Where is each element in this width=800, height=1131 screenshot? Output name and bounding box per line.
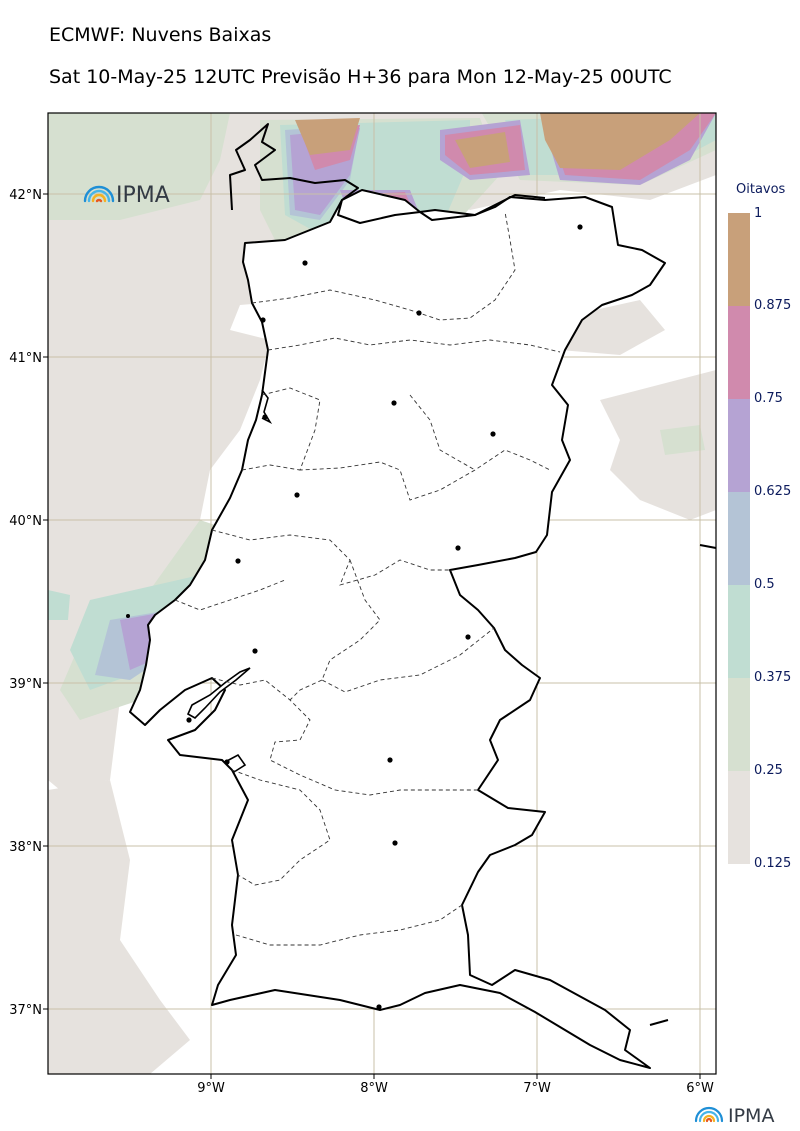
colorbar-label-075: 0.75 bbox=[754, 391, 783, 406]
colorbar-swatch-5 bbox=[728, 585, 750, 678]
colorbar-label-0375: 0.375 bbox=[754, 670, 792, 685]
galicia-coast bbox=[229, 123, 546, 224]
colorbar-swatch-6 bbox=[728, 678, 750, 771]
colorbar-title: Oitavos bbox=[736, 182, 786, 197]
portugal-mainland bbox=[129, 189, 666, 1069]
lat-label-40: 40°N bbox=[9, 514, 42, 529]
ipma-footer-rainbow-icon bbox=[694, 1106, 724, 1123]
colorbar-label-05: 0.5 bbox=[754, 577, 775, 592]
lon-label-6w: 6°W bbox=[686, 1081, 714, 1096]
map-title: ECMWF: Nuvens Baixas bbox=[49, 24, 272, 46]
colorbar-label-1: 1 bbox=[754, 206, 763, 221]
colorbar-label-025: 0.25 bbox=[754, 763, 783, 778]
lon-label-7w: 7°W bbox=[523, 1081, 551, 1096]
colorbar-swatch-1 bbox=[728, 213, 750, 306]
colorbar-label-0125: 0.125 bbox=[754, 856, 792, 871]
map-frame bbox=[47, 112, 717, 1075]
city-points bbox=[126, 224, 583, 1010]
colorbar-label-0625: 0.625 bbox=[754, 484, 792, 499]
lat-label-42: 42°N bbox=[9, 188, 42, 203]
lat-label-41: 41°N bbox=[9, 351, 42, 366]
estuary-sado bbox=[224, 753, 247, 773]
colorbar-swatch-4 bbox=[728, 492, 750, 585]
ipma-map-logo: IPMA bbox=[83, 183, 170, 208]
ipma-footer-logo-text: IPMA bbox=[728, 1105, 774, 1127]
lon-label-8w: 8°W bbox=[360, 1081, 388, 1096]
aveiro-lagoon bbox=[261, 389, 273, 424]
spain-south-coast bbox=[649, 1019, 669, 1026]
lat-label-37: 37°N bbox=[9, 1003, 42, 1018]
lat-label-38: 38°N bbox=[9, 840, 42, 855]
colorbar-swatch-7 bbox=[728, 771, 750, 864]
ipma-map-logo-text: IPMA bbox=[116, 183, 170, 208]
estuary-tagus bbox=[186, 667, 251, 719]
colorbar-swatch-2 bbox=[728, 306, 750, 399]
district-borders bbox=[174, 211, 561, 946]
map-subtitle: Sat 10-May-25 12UTC Previsão H+36 para M… bbox=[49, 66, 672, 88]
lon-label-9w: 9°W bbox=[197, 1081, 225, 1096]
colorbar bbox=[728, 213, 750, 864]
spain-east-coast bbox=[699, 544, 717, 549]
colorbar-label-0875: 0.875 bbox=[754, 298, 792, 313]
ipma-rainbow-icon bbox=[83, 185, 115, 203]
ipma-footer-logo: IPMA bbox=[694, 1105, 774, 1127]
colorbar-swatch-3 bbox=[728, 399, 750, 492]
tick-marks bbox=[43, 193, 701, 1079]
lat-label-39: 39°N bbox=[9, 677, 42, 692]
